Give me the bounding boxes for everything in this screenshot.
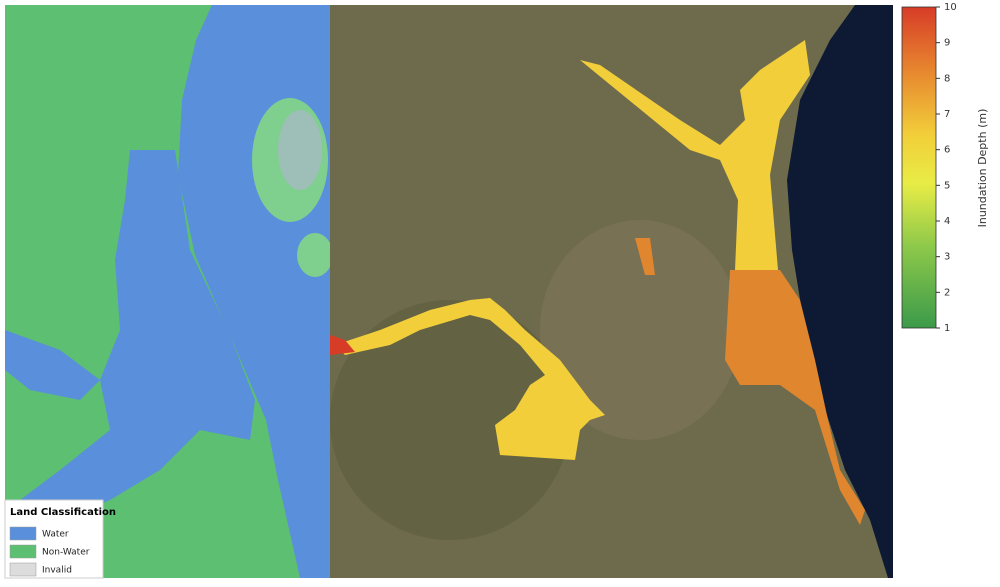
mountains (330, 300, 570, 540)
invalid-area (278, 110, 322, 190)
flood-high (635, 238, 655, 275)
wetland-area (5, 330, 100, 400)
flood-max (330, 335, 355, 355)
legend-label: Water (42, 530, 69, 540)
sea (787, 5, 893, 578)
legend-swatch (9, 562, 37, 577)
flood-low (335, 298, 605, 460)
island-area (297, 233, 333, 277)
colorbar-tick-label: 5 (944, 180, 950, 191)
colorbar: Inundation Depth (m) (901, 6, 989, 329)
legend-title: Land Classification (10, 507, 116, 518)
colorbar-tick-label: 4 (944, 216, 950, 227)
flood-low (580, 40, 810, 270)
colorbar-tick-label: 1 (944, 323, 950, 334)
classification-panel (5, 5, 333, 578)
colorbar-tick-label: 9 (944, 38, 950, 49)
flood-high (725, 270, 865, 525)
colorbar-gradient (901, 6, 937, 329)
colorbar-tick-label: 6 (944, 145, 950, 156)
legend-label: Invalid (42, 566, 72, 576)
legend-label: Non-Water (42, 548, 90, 558)
colorbar-tick-label: 7 (944, 109, 950, 120)
colorbar-label: Inundation Depth (m) (976, 109, 989, 228)
satellite-panel (330, 5, 893, 578)
colorbar-tick-label: 8 (944, 73, 950, 84)
colorbar-tick-label: 3 (944, 252, 950, 263)
legend-swatch (9, 544, 37, 559)
colorbar-tick-label: 10 (944, 2, 957, 13)
colorbar-tick-label: 2 (944, 287, 950, 298)
lagoon-area (20, 150, 255, 520)
legend-swatch (9, 526, 37, 541)
plains (540, 220, 740, 440)
